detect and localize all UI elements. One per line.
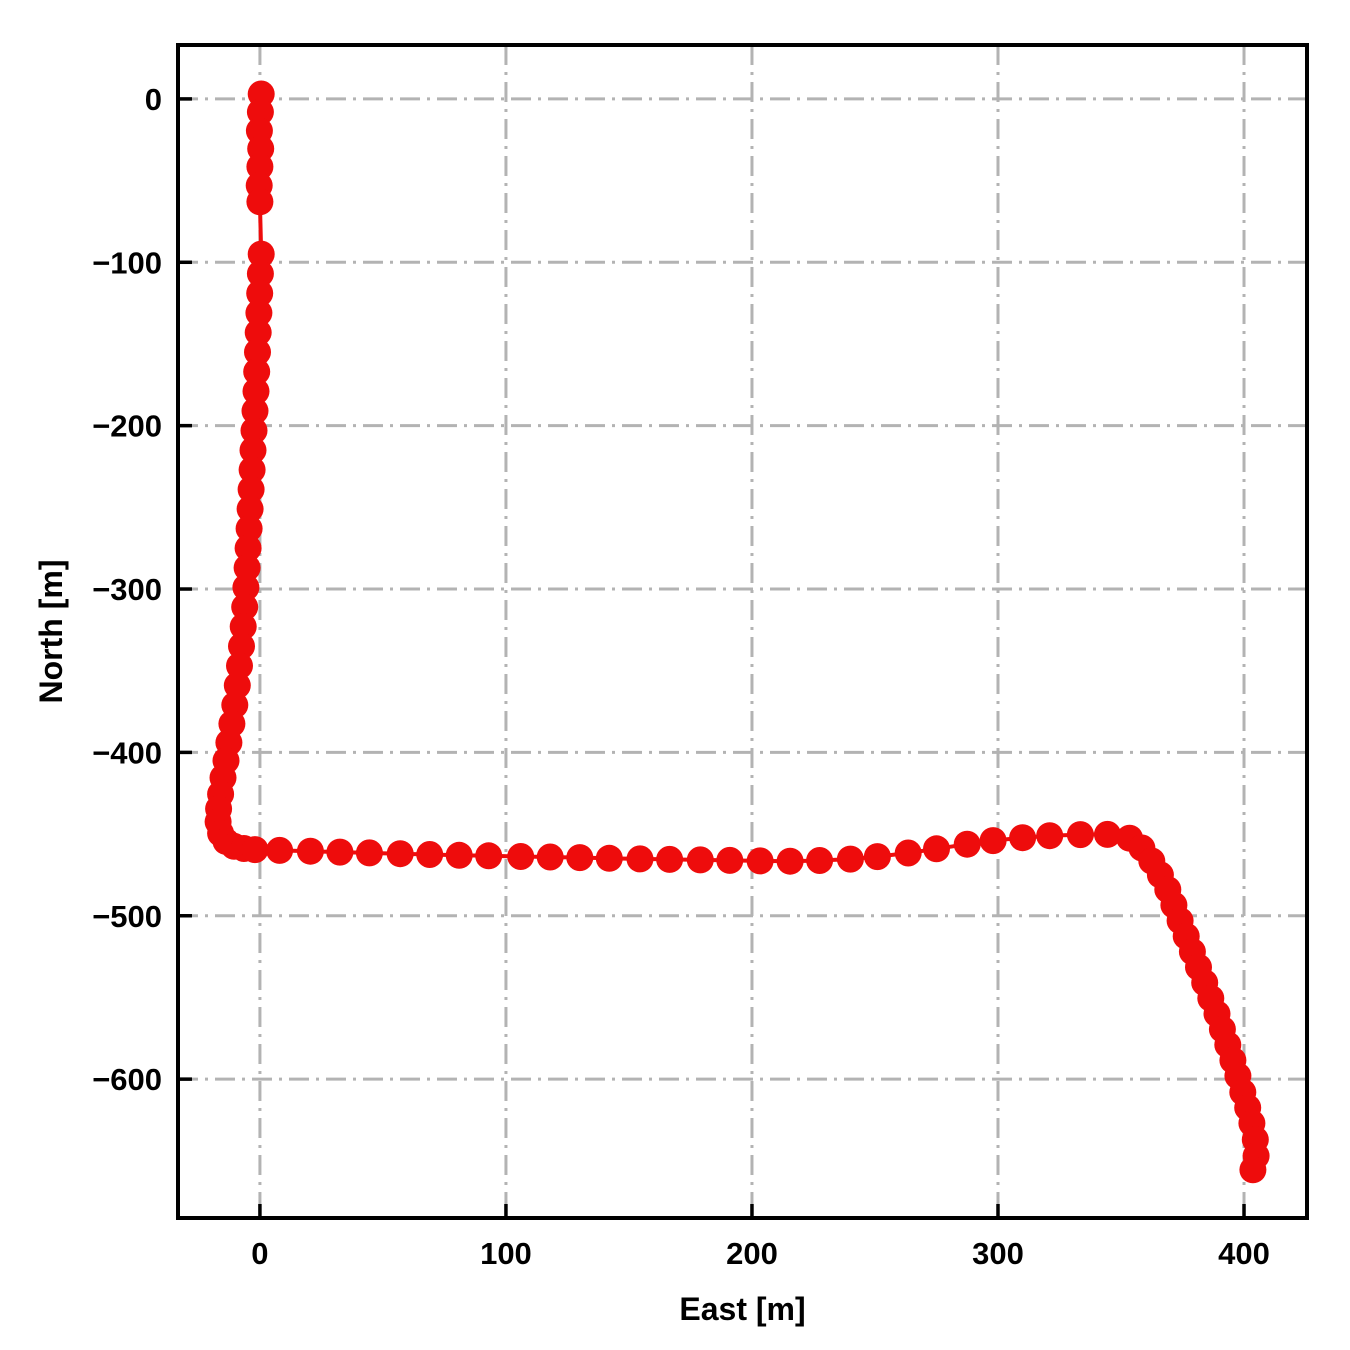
trajectory-point bbox=[836, 845, 864, 873]
trajectory-point bbox=[776, 847, 804, 875]
trajectory-point bbox=[416, 841, 444, 868]
trajectory-point bbox=[223, 671, 251, 699]
trajectory-point bbox=[1066, 821, 1094, 849]
trajectory-point bbox=[228, 632, 255, 660]
x-tick-label: 400 bbox=[1218, 1236, 1270, 1271]
trajectory-point bbox=[231, 593, 259, 621]
trajectory-point bbox=[266, 836, 294, 864]
x-tick-label: 200 bbox=[726, 1236, 778, 1271]
trajectory-point bbox=[536, 843, 564, 871]
x-tick-label: 300 bbox=[972, 1236, 1024, 1271]
trajectory-point bbox=[238, 456, 266, 484]
trajectory-point bbox=[226, 652, 253, 680]
y-tick-label: −400 bbox=[92, 735, 162, 770]
y-axis-title: North [m] bbox=[33, 560, 69, 704]
trajectory-point bbox=[1036, 822, 1064, 850]
trajectory-point bbox=[241, 397, 269, 425]
x-axis-title: East [m] bbox=[679, 1291, 805, 1327]
trajectory-point bbox=[326, 838, 354, 866]
trajectory-point bbox=[241, 836, 269, 864]
trajectory-point bbox=[863, 843, 891, 871]
trajectory-point bbox=[656, 845, 684, 873]
plot-border bbox=[176, 43, 1309, 1220]
trajectory-point bbox=[1239, 1156, 1267, 1184]
trajectory-point bbox=[386, 840, 414, 868]
trajectory-point bbox=[979, 827, 1007, 855]
trajectory-point bbox=[246, 279, 274, 307]
trajectory-point bbox=[235, 515, 263, 543]
trajectory-point bbox=[242, 377, 270, 405]
trajectory-point bbox=[716, 846, 744, 874]
x-tick-label: 100 bbox=[480, 1236, 532, 1271]
y-tick-label: −600 bbox=[92, 1062, 162, 1097]
trajectory-point bbox=[894, 839, 922, 867]
trajectory-point bbox=[232, 573, 260, 601]
trajectory-point bbox=[1094, 820, 1121, 848]
y-tick-label: −500 bbox=[92, 899, 162, 934]
trajectory-point bbox=[566, 844, 594, 872]
trajectory-point bbox=[445, 841, 473, 869]
y-tick-label: 0 bbox=[145, 82, 162, 117]
y-tick-label: −100 bbox=[92, 245, 162, 280]
trajectory-points-group bbox=[204, 80, 1270, 1184]
trajectory-point bbox=[1009, 824, 1037, 852]
x-tick-label: 0 bbox=[251, 1236, 268, 1271]
trajectory-point bbox=[233, 554, 261, 582]
ticks-group bbox=[178, 97, 1246, 1218]
trajectory-point bbox=[240, 417, 268, 445]
trajectory-point bbox=[475, 842, 503, 870]
trajectory-point bbox=[247, 240, 275, 268]
trajectory-point bbox=[507, 843, 535, 870]
trajectory-point bbox=[237, 475, 265, 503]
trajectory-point bbox=[953, 830, 981, 858]
y-tick-label: −200 bbox=[92, 409, 162, 444]
trajectory-point bbox=[626, 845, 654, 873]
trajectory-point bbox=[239, 436, 267, 464]
trajectory-point bbox=[686, 846, 714, 874]
trajectory-point bbox=[244, 319, 272, 346]
trajectory-point bbox=[246, 260, 274, 288]
trajectory-point bbox=[229, 613, 257, 641]
trajectory-point bbox=[246, 188, 274, 216]
grid-group bbox=[178, 45, 1307, 1218]
trajectory-point bbox=[245, 299, 273, 327]
trajectory-point bbox=[296, 837, 324, 865]
y-tick-label: −300 bbox=[92, 572, 162, 607]
trajectory-point bbox=[243, 358, 271, 386]
trajectory-point bbox=[806, 847, 834, 874]
trajectory-point bbox=[746, 847, 774, 875]
trajectory-point bbox=[923, 835, 950, 863]
trajectory-point bbox=[236, 495, 264, 523]
trajectory-point bbox=[595, 844, 623, 872]
trajectory-point bbox=[355, 839, 383, 867]
trajectory-line bbox=[216, 93, 1259, 1171]
trajectory-point bbox=[234, 534, 262, 562]
trajectory-point bbox=[244, 338, 271, 366]
